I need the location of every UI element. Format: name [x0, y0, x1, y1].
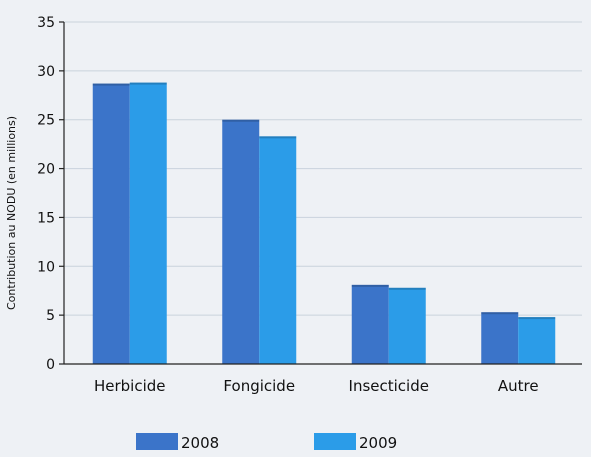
y-tick-label: 30 [37, 64, 55, 80]
bar-top-edge [222, 119, 260, 122]
bar-2009-autre [518, 317, 556, 364]
x-tick-label: Fongicide [223, 377, 295, 395]
bar-2009-insecticide [388, 287, 426, 364]
bar-top-edge [351, 284, 389, 287]
bar-2009-herbicide [129, 82, 167, 364]
legend-label-2009: 2009 [359, 434, 397, 452]
bar-2008-insecticide [351, 284, 389, 364]
x-tick-label: Autre [498, 377, 539, 395]
x-tick-label: Insecticide [349, 377, 429, 395]
bar-top-edge [259, 136, 297, 139]
bars [92, 82, 556, 364]
legend: 2008 2009 [136, 433, 397, 452]
legend-swatch-2008 [136, 433, 178, 450]
y-tick-label: 10 [37, 259, 55, 275]
bar-2008-fongicide [222, 119, 260, 364]
y-tick-label: 15 [37, 210, 55, 226]
y-tick-label: 35 [37, 15, 55, 31]
bar-top-edge [388, 287, 426, 290]
bar-top-edge [518, 317, 556, 320]
axes: 0 5 10 15 20 25 30 35 Herbicide Fongicide Insectic… [37, 15, 582, 395]
y-tick-label: 5 [46, 308, 55, 324]
bar-2008-herbicide [92, 83, 130, 364]
x-tick-label: Herbicide [94, 377, 166, 395]
bar-top-edge [481, 312, 519, 315]
bar-top-edge [129, 82, 167, 85]
legend-swatch-2009 [314, 433, 356, 450]
y-tick-label: 0 [46, 357, 55, 373]
bar-top-edge [92, 83, 130, 86]
y-tick-label: 25 [37, 113, 55, 129]
legend-label-2008: 2008 [181, 434, 219, 452]
y-tick-label: 20 [37, 162, 55, 178]
bar-2008-autre [481, 312, 519, 364]
bar-2009-fongicide [259, 136, 297, 364]
y-axis-label: Contribution au NODU (en millions) [5, 116, 18, 310]
